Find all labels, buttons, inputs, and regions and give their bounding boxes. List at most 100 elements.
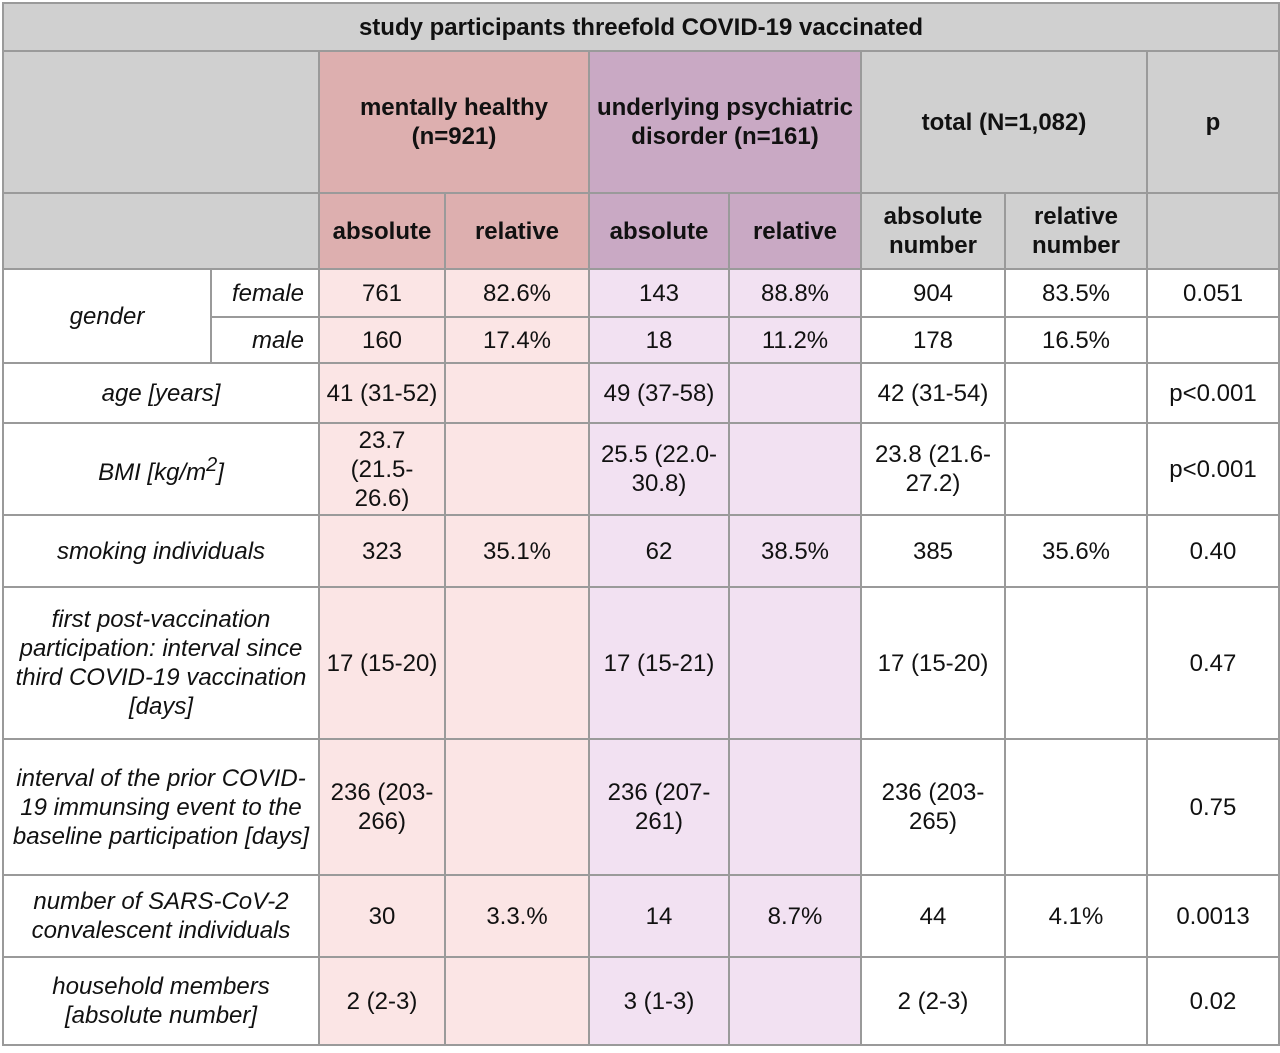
table-row: age [years] 41 (31-52) 49 (37-58) 42 (31… <box>2 362 1280 424</box>
cell-healthy-relative <box>444 738 590 876</box>
cell-healthy-absolute: 323 <box>318 514 446 588</box>
table-row: BMI [kg/m2] 23.7 (21.5-26.6) 25.5 (22.0-… <box>2 422 1280 516</box>
subheader-p-empty <box>1145 192 1280 270</box>
subheader-healthy-absolute: absolute <box>318 192 446 270</box>
row-label-interval-prior-event: interval of the prior COVID-19 immunsing… <box>2 738 320 876</box>
cell-total-absolute: 44 <box>860 874 1006 958</box>
cell-psych-relative: 11.2% <box>728 316 862 364</box>
table-row: gender female 761 82.6% 143 88.8% 904 83… <box>2 268 1280 364</box>
row-label-gender: gender <box>2 268 212 364</box>
row-sublabel-male: male <box>210 316 320 364</box>
cell-p-value: 0.75 <box>1145 738 1280 876</box>
cell-total-absolute: 17 (15-20) <box>860 586 1006 740</box>
header-psychiatric-disorder: underlying psychiatric disorder (n=161) <box>588 50 862 194</box>
cell-healthy-relative: 3.3.% <box>444 874 590 958</box>
row-label-convalescent: number of SARS-CoV-2 convalescent indivi… <box>2 874 320 958</box>
subheader-total-absolute: absolute number <box>860 192 1006 270</box>
cell-psych-absolute: 25.5 (22.0-30.8) <box>588 422 730 516</box>
cell-healthy-absolute: 30 <box>318 874 446 958</box>
cell-healthy-relative: 17.4% <box>444 316 590 364</box>
cell-psych-relative <box>728 586 862 740</box>
cell-p-value <box>1145 316 1280 364</box>
cell-total-relative: 35.6% <box>1004 514 1148 588</box>
cell-healthy-relative <box>444 586 590 740</box>
cell-p-value: 0.051 <box>1145 268 1280 318</box>
cell-total-absolute: 236 (203-265) <box>860 738 1006 876</box>
cell-p-value: 0.40 <box>1145 514 1280 588</box>
cell-healthy-absolute: 160 <box>318 316 446 364</box>
cell-total-absolute: 23.8 (21.6-27.2) <box>860 422 1006 516</box>
cell-healthy-absolute: 17 (15-20) <box>318 586 446 740</box>
table-row: number of SARS-CoV-2 convalescent indivi… <box>2 874 1280 958</box>
cell-total-relative <box>1004 362 1148 424</box>
bmi-label-text: BMI [kg/m <box>98 459 207 486</box>
subheader-psych-absolute: absolute <box>588 192 730 270</box>
cell-psych-absolute: 62 <box>588 514 730 588</box>
cell-p-value: 0.47 <box>1145 586 1280 740</box>
cell-healthy-absolute: 23.7 (21.5-26.6) <box>318 422 446 516</box>
table-title: study participants threefold COVID-19 va… <box>1 2 1280 52</box>
cell-p-value: p<0.001 <box>1145 422 1280 516</box>
header-empty-cell <box>2 50 320 194</box>
cell-total-absolute: 42 (31-54) <box>860 362 1006 424</box>
cell-psych-absolute: 17 (15-21) <box>588 586 730 740</box>
cell-psych-relative <box>728 362 862 424</box>
cell-psych-absolute: 236 (207-261) <box>588 738 730 876</box>
cell-total-absolute: 178 <box>860 316 1006 364</box>
cell-total-relative <box>1004 422 1148 516</box>
cell-healthy-absolute: 236 (203-266) <box>318 738 446 876</box>
table-row: smoking individuals 323 35.1% 62 38.5% 3… <box>2 514 1280 588</box>
header-total: total (N=1,082) <box>860 50 1148 194</box>
cell-psych-absolute: 14 <box>588 874 730 958</box>
table-row: household members [absolute number] 2 (2… <box>2 956 1280 1046</box>
cell-psych-absolute: 18 <box>588 316 730 364</box>
cell-healthy-absolute: 2 (2-3) <box>318 956 446 1046</box>
cell-healthy-absolute: 41 (31-52) <box>318 362 446 424</box>
cell-healthy-relative <box>444 422 590 516</box>
subheader-psych-relative: relative <box>728 192 862 270</box>
header-p: p <box>1145 50 1280 194</box>
cell-healthy-relative: 35.1% <box>444 514 590 588</box>
cell-psych-relative <box>728 422 862 516</box>
table-row: first post-vaccination participation: in… <box>2 586 1280 740</box>
cell-total-relative <box>1004 738 1148 876</box>
header-mentally-healthy: mentally healthy (n=921) <box>318 50 590 194</box>
cell-healthy-relative <box>444 362 590 424</box>
cell-psych-relative <box>728 956 862 1046</box>
cell-total-absolute: 2 (2-3) <box>860 956 1006 1046</box>
cell-total-relative <box>1004 956 1148 1046</box>
row-label-household: household members [absolute number] <box>2 956 320 1046</box>
cell-total-relative: 83.5% <box>1004 268 1148 318</box>
cell-p-value: 0.0013 <box>1145 874 1280 958</box>
cell-healthy-relative: 82.6% <box>444 268 590 318</box>
row-sublabel-female: female <box>210 268 320 318</box>
cell-p-value: 0.02 <box>1145 956 1280 1046</box>
subheader-total-relative: relative number <box>1004 192 1148 270</box>
cell-psych-absolute: 3 (1-3) <box>588 956 730 1046</box>
cell-psych-relative: 88.8% <box>728 268 862 318</box>
cell-psych-relative: 8.7% <box>728 874 862 958</box>
table-row: interval of the prior COVID-19 immunsing… <box>2 738 1280 876</box>
subheader-empty-cell <box>2 192 320 270</box>
cell-psych-absolute: 49 (37-58) <box>588 362 730 424</box>
cell-p-value: p<0.001 <box>1145 362 1280 424</box>
table-row: male 160 17.4% 18 11.2% 178 16.5% <box>3 316 1280 364</box>
cell-total-absolute: 385 <box>860 514 1006 588</box>
cell-healthy-absolute: 761 <box>318 268 446 318</box>
cell-total-relative <box>1004 586 1148 740</box>
cell-psych-absolute: 143 <box>588 268 730 318</box>
row-label-bmi: BMI [kg/m2] <box>2 422 320 516</box>
subheader-healthy-relative: relative <box>444 192 590 270</box>
bmi-label-end: ] <box>217 459 224 486</box>
cell-total-relative: 16.5% <box>1004 316 1148 364</box>
cell-healthy-relative <box>444 956 590 1046</box>
row-label-age: age [years] <box>2 362 320 424</box>
cell-psych-relative: 38.5% <box>728 514 862 588</box>
cell-total-absolute: 904 <box>860 268 1006 318</box>
bmi-label-superscript: 2 <box>206 454 218 476</box>
cell-psych-relative <box>728 738 862 876</box>
row-label-interval-third-vaccination: first post-vaccination participation: in… <box>2 586 320 740</box>
cell-total-relative: 4.1% <box>1004 874 1148 958</box>
row-label-smoking: smoking individuals <box>2 514 320 588</box>
